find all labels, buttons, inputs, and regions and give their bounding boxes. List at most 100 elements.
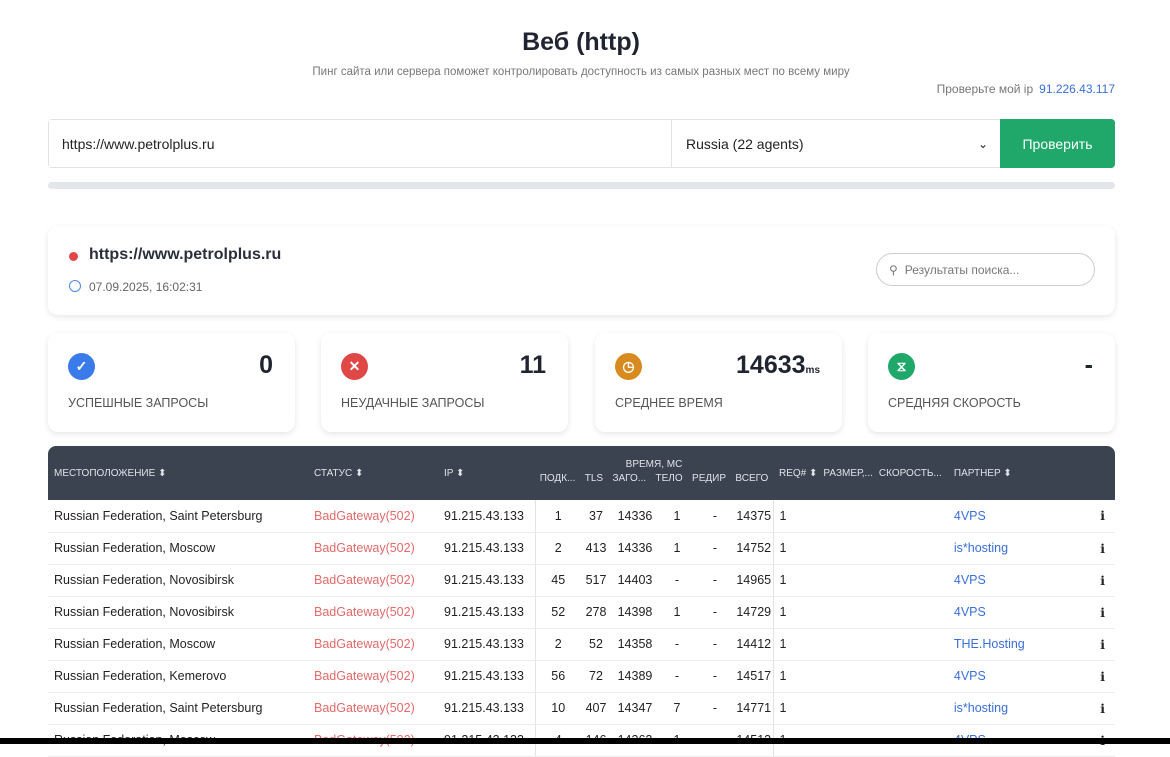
cell-req: 1 (773, 628, 818, 661)
url-input[interactable] (49, 120, 672, 167)
cell-size (817, 532, 873, 565)
cell-partner[interactable]: 4VPS (947, 564, 1088, 597)
col-partner[interactable]: ПАРТНЕР ⬍ (953, 467, 1012, 479)
cell-status: BadGateway(502) (308, 500, 438, 533)
col-time-group: ВРЕМЯ, МС ПОДК... TLS ЗАГО... ТЕЛО РЕДИР ВСЕГ… (535, 446, 773, 500)
stat-value: 11 (519, 351, 546, 379)
my-ip: Проверьте мой ip 91.226.43.117 (937, 82, 1115, 96)
cell-total: 14729 (735, 596, 774, 629)
cell-partner[interactable]: is*hosting (947, 692, 1088, 725)
cell-status: BadGateway(502) (308, 692, 438, 725)
cell-speed (872, 628, 948, 661)
table-row: Russian Federation, Novosibirsk BadGatewa… (48, 564, 1115, 597)
cell-location: Russian Federation, Novosibirsk (48, 564, 308, 597)
cell-partner[interactable]: 4VPS (947, 596, 1088, 629)
col-connect: ПОДК... (539, 473, 576, 484)
search-placeholder: Результаты поиска... (904, 262, 1020, 277)
cell-size (817, 660, 873, 693)
stat-label: УСПЕШНЫЕ ЗАПРОСЫ (68, 396, 209, 410)
check-form: Russia (22 agents) ⌄ Проверить (48, 119, 1115, 168)
cell-redirect: - (695, 692, 735, 725)
cell-partner[interactable]: is*hosting (947, 532, 1088, 565)
info-icon[interactable]: i (1087, 628, 1115, 661)
info-icon[interactable]: i (1087, 532, 1115, 565)
cell-tls: 517 (581, 564, 611, 597)
cell-req: 1 (773, 500, 818, 533)
cell-connect: 1 (534, 500, 581, 533)
check-button[interactable]: Проверить (1000, 119, 1115, 168)
info-icon[interactable]: i (1087, 596, 1115, 629)
col-redirect: РЕДИР (692, 473, 727, 484)
agents-select[interactable]: Russia (22 agents) ⌄ (672, 120, 1000, 167)
cell-tls: 52 (581, 628, 611, 661)
cell-speed (872, 564, 948, 597)
table-row: Russian Federation, Kemerovo BadGateway(5… (48, 660, 1115, 693)
cell-redirect: - (695, 500, 735, 533)
info-icon[interactable]: i (1087, 692, 1115, 725)
col-ip[interactable]: IP ⬍ (444, 467, 465, 479)
cell-ip: 91.215.43.133 (438, 500, 535, 533)
cell-tls: 72 (581, 660, 611, 693)
cell-total: 14752 (735, 532, 774, 565)
clock-icon (69, 280, 81, 292)
stat-label: СРЕДНЯЯ СКОРОСТЬ (888, 396, 1021, 410)
cell-size (817, 596, 873, 629)
search-icon: ⚲ (889, 262, 898, 277)
cell-body: - (659, 628, 695, 661)
cell-speed (872, 500, 948, 533)
screen-bottom-edge (0, 738, 1170, 744)
status-dot-icon (69, 252, 78, 261)
stat-unit: ms (805, 365, 820, 376)
cell-body: - (659, 660, 695, 693)
stat-value: 0 (259, 351, 273, 379)
cell-body: - (659, 564, 695, 597)
cell-load: 14403 (611, 564, 659, 597)
cell-size (817, 628, 873, 661)
table-header: МЕСТОПОЛОЖЕНИЕ ⬍ СТАТУС ⬍ IP ⬍ ВРЕМЯ, МС… (48, 446, 1115, 500)
results-search-input[interactable]: ⚲ Результаты поиска... (876, 253, 1095, 286)
cell-connect: 45 (534, 564, 581, 597)
cell-location: Russian Federation, Moscow (48, 532, 308, 565)
cell-body: 1 (659, 596, 695, 629)
info-icon[interactable]: i (1087, 660, 1115, 693)
cell-connect: 2 (534, 532, 581, 565)
progress-bar (48, 182, 1115, 189)
cell-req: 1 (773, 692, 818, 725)
cell-speed (872, 692, 948, 725)
cell-tls: 278 (581, 596, 611, 629)
cell-req: 1 (773, 564, 818, 597)
cell-total: 14375 (735, 500, 774, 533)
col-req[interactable]: REQ# ⬍ (779, 467, 818, 479)
cell-partner[interactable]: THE.Hosting (947, 628, 1088, 661)
stat-label: НЕУДАЧНЫЕ ЗАПРОСЫ (341, 396, 485, 410)
cell-status: BadGateway(502) (308, 532, 438, 565)
cell-tls: 37 (581, 500, 611, 533)
stat-label: СРЕДНЕЕ ВРЕМЯ (615, 396, 723, 410)
my-ip-link[interactable]: 91.226.43.117 (1039, 82, 1115, 96)
col-status[interactable]: СТАТУС ⬍ (314, 467, 364, 479)
cell-partner[interactable]: 4VPS (947, 660, 1088, 693)
info-icon[interactable]: i (1087, 500, 1115, 533)
stat-success: ✓ 0 УСПЕШНЫЕ ЗАПРОСЫ (48, 333, 295, 432)
cell-speed (872, 532, 948, 565)
time-group-label: ВРЕМЯ, МС (625, 459, 683, 470)
result-site: https://www.petrolplus.ru (89, 246, 282, 263)
cell-status: BadGateway(502) (308, 628, 438, 661)
cell-load: 14389 (611, 660, 659, 693)
cell-ip: 91.215.43.133 (438, 692, 535, 725)
cell-partner[interactable]: 4VPS (947, 500, 1088, 533)
cell-status: BadGateway(502) (308, 564, 438, 597)
stat-avg-speed: ⧖ - СРЕДНЯЯ СКОРОСТЬ (868, 333, 1115, 432)
cell-location: Russian Federation, Novosibirsk (48, 596, 308, 629)
agents-value: Russia (22 agents) (686, 135, 804, 152)
x-circle-icon: ✕ (341, 353, 368, 380)
clock-icon: ◷ (615, 353, 642, 380)
col-total: ВСЕГО (735, 473, 769, 484)
cell-location: Russian Federation, Moscow (48, 628, 308, 661)
cell-total: 14771 (735, 692, 774, 725)
stat-value: 14633ms (736, 351, 820, 380)
col-speed: СКОРОСТЬ... (878, 467, 942, 479)
info-icon[interactable]: i (1087, 564, 1115, 597)
col-location[interactable]: МЕСТОПОЛОЖЕНИЕ ⬍ (54, 467, 167, 479)
